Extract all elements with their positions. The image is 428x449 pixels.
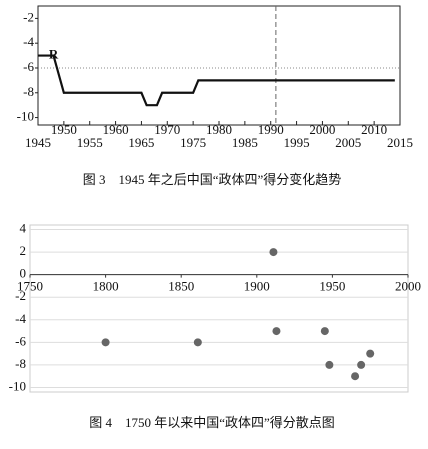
caption: 图 3 1945 年之后中国“政体四”得分变化趋势	[83, 172, 342, 187]
data-point	[193, 338, 202, 347]
x-tick-label: 1750	[17, 279, 43, 294]
x-tick-label: 2000	[309, 122, 335, 137]
x-tick-label: 1950	[51, 122, 77, 137]
x-tick-label: 1800	[93, 279, 119, 294]
x-tick-label: 1945	[25, 135, 51, 150]
y-tick-label: -6	[15, 333, 26, 348]
y-tick-label: -4	[15, 311, 26, 326]
data-point	[101, 338, 110, 347]
y-tick-label: -10	[17, 109, 34, 124]
y-tick-label: -10	[9, 378, 26, 393]
x-tick-label: 1850	[168, 279, 194, 294]
data-point	[272, 327, 281, 336]
y-tick-label: -2	[23, 9, 34, 24]
data-line	[38, 54, 395, 107]
plot-frame	[37, 5, 401, 126]
x-tick-label: 1990	[258, 122, 284, 137]
y-tick-label: -8	[15, 356, 26, 371]
y-tick-label: 0	[20, 266, 27, 281]
x-tick-label: 1980	[206, 122, 232, 137]
plot-frame	[29, 224, 409, 393]
data-point	[325, 360, 334, 369]
x-tick-label: 1955	[77, 135, 103, 150]
x-tick-label: 2010	[361, 122, 387, 137]
x-tick-label: 1965	[128, 135, 154, 150]
caption: 图 4 1750 年以来中国“政体四”得分散点图	[89, 415, 335, 430]
y-tick-label: -6	[23, 59, 34, 74]
x-tick-label: 1970	[154, 122, 180, 137]
data-point	[357, 360, 366, 369]
x-tick-label: 1975	[180, 135, 206, 150]
x-tick-label: 1950	[319, 279, 345, 294]
data-point	[320, 327, 329, 336]
y-tick-label: 2	[20, 243, 27, 258]
x-tick-label: 1900	[244, 279, 270, 294]
x-tick-label: 2005	[335, 135, 361, 150]
x-tick-label: 1995	[284, 135, 310, 150]
annotation: R	[49, 47, 59, 62]
x-tick-label: 1960	[103, 122, 129, 137]
y-tick-label: -4	[23, 34, 34, 49]
x-tick-label: 1985	[232, 135, 258, 150]
x-tick-label: 2015	[387, 135, 413, 150]
x-tick-label: 2000	[395, 279, 421, 294]
data-point	[351, 372, 360, 381]
data-point	[269, 248, 278, 257]
y-tick-label: -8	[23, 84, 34, 99]
y-tick-label: -2	[15, 288, 26, 303]
y-tick-label: 4	[20, 220, 27, 235]
data-point	[366, 349, 375, 358]
